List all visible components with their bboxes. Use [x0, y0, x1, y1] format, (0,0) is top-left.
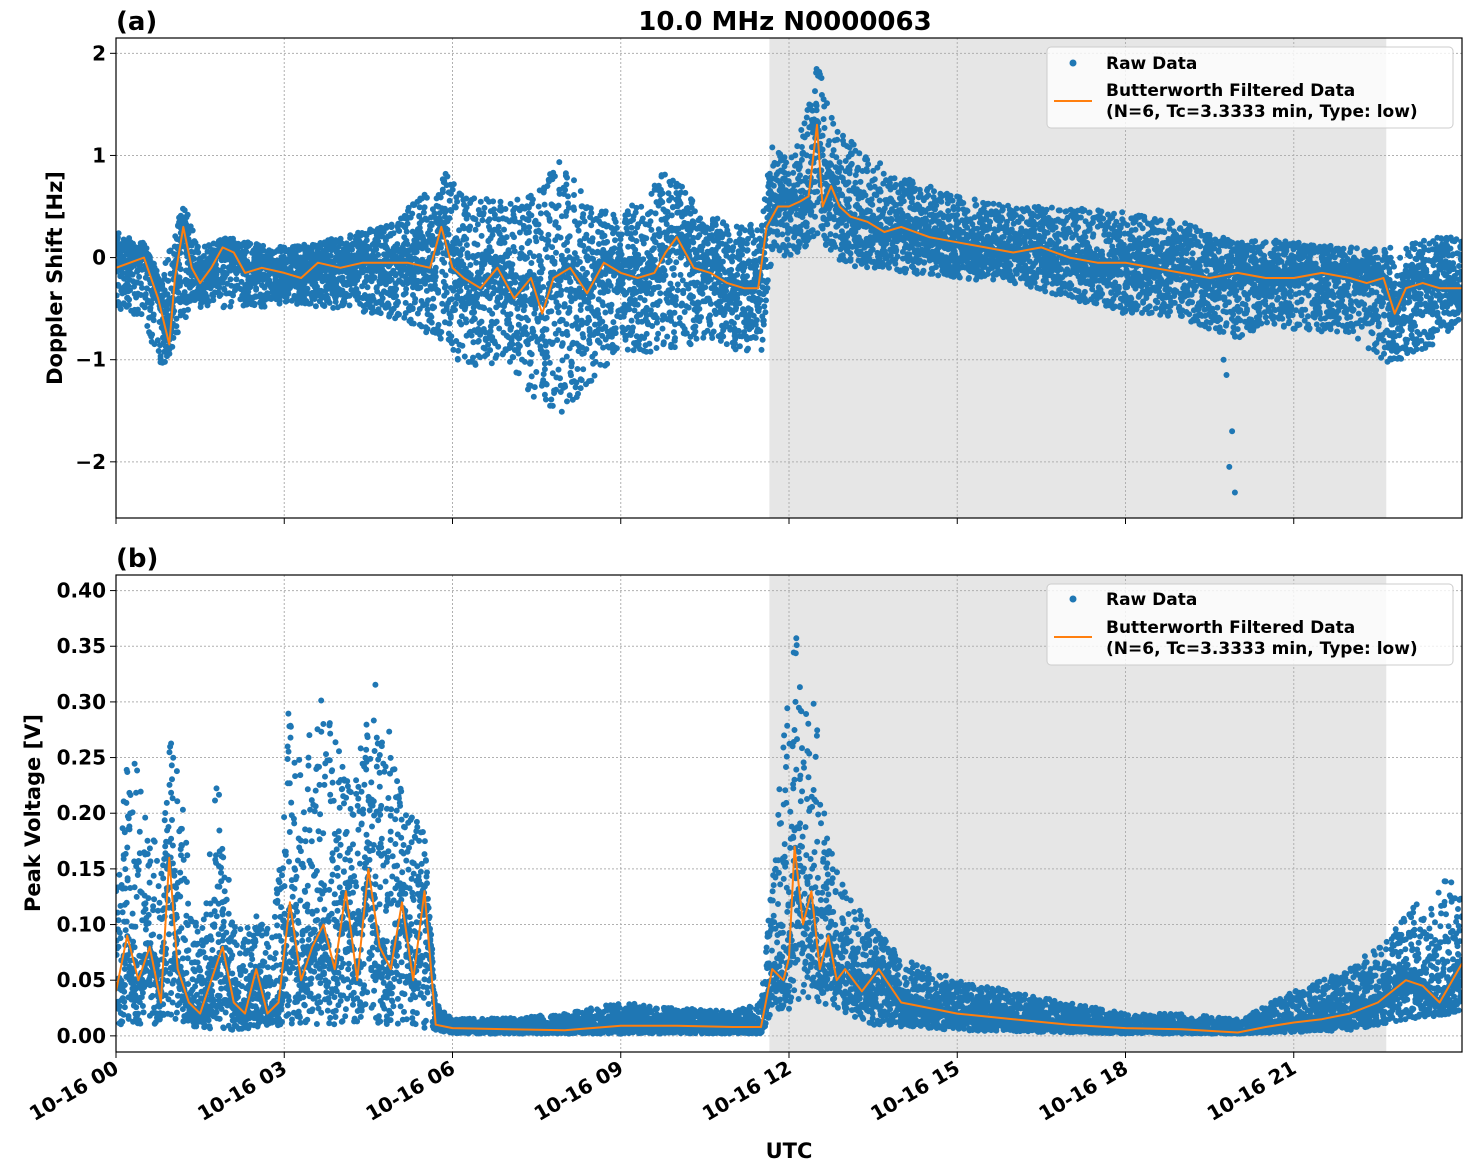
legend-b: Raw Data Butterworth Filtered Data (N=6,…: [1047, 584, 1453, 665]
y-tick-label-a: −2: [75, 450, 106, 474]
x-tick-label: 10-16 03: [193, 1056, 291, 1126]
y-tick-label-a: 1: [92, 143, 106, 167]
y-tick-label-b: 0.05: [57, 968, 106, 992]
y-tick-label-b: 0.30: [57, 690, 106, 714]
legend-marker-raw-b: [1070, 596, 1077, 603]
legend-marker-raw-a: [1070, 60, 1077, 67]
y-axis-label-b: Peak Voltage [V]: [21, 714, 45, 912]
legend-label-filtered-a: Butterworth Filtered Data: [1106, 81, 1355, 101]
y-tick-label-a: 0: [92, 246, 106, 270]
y-tick-label-b: 0.35: [57, 634, 106, 658]
legend-label-filtered-b: Butterworth Filtered Data: [1106, 618, 1355, 638]
panel-label-a: (a): [116, 7, 157, 37]
legend-label-raw-b: Raw Data: [1106, 590, 1197, 610]
panel-b: 10-16 00 10-16 03 10-16 06 10-16 09 10-16 12…: [21, 544, 1465, 1163]
legend-label-filtered-params-b: (N=6, Tc=3.3333 min, Type: low): [1106, 639, 1418, 659]
x-tick-label: 10-16 12: [698, 1056, 796, 1126]
y-tick-label-b: 0.15: [57, 857, 106, 881]
x-tick-label: 10-16 00: [25, 1056, 123, 1126]
x-tick-label: 10-16 18: [1034, 1056, 1132, 1126]
y-tick-label-a: −1: [75, 348, 106, 372]
y-axis-label-a: Doppler Shift [Hz]: [43, 171, 67, 385]
legend-label-raw-a: Raw Data: [1106, 54, 1197, 74]
x-tick-label: 10-16 15: [866, 1056, 964, 1126]
x-axis-label: UTC: [766, 1139, 813, 1163]
panel-a: 2 1 0 −1 −2 (a) 10.0 MHz N0000063 Doppler Sh…: [43, 7, 1465, 524]
figure-title: 10.0 MHz N0000063: [638, 7, 931, 37]
x-tick-label: 10-16 21: [1203, 1056, 1301, 1126]
y-tick-label-b: 0.10: [57, 913, 106, 937]
y-tick-label-b: 0.00: [57, 1024, 106, 1048]
legend-label-filtered-params-a: (N=6, Tc=3.3333 min, Type: low): [1106, 102, 1418, 122]
y-tick-label-b: 0.20: [57, 801, 106, 825]
x-tick-label: 10-16 06: [361, 1056, 459, 1126]
y-tick-label-b: 0.25: [57, 746, 106, 770]
y-tick-label-b: 0.40: [57, 579, 106, 603]
y-tick-label-a: 2: [92, 41, 106, 65]
panel-label-b: (b): [116, 544, 158, 574]
x-tick-label: 10-16 09: [530, 1056, 628, 1126]
legend-a: Raw Data Butterworth Filtered Data (N=6,…: [1047, 47, 1453, 128]
